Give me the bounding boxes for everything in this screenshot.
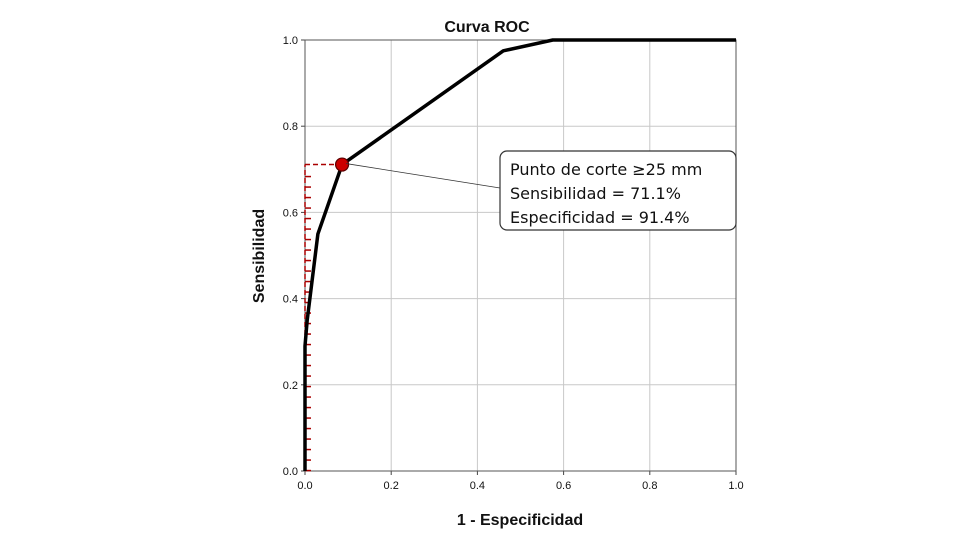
x-tick-label: 0.4 <box>470 480 485 492</box>
y-tick-label: 1.0 <box>283 35 298 47</box>
x-tick-label: 0.0 <box>297 480 312 492</box>
plot-axes <box>301 39 737 475</box>
cutoff-annotation: Punto de corte ≥25 mm Sensibilidad = 71.1… <box>346 150 737 231</box>
roc-line <box>303 38 736 471</box>
x-tick-label: 0.8 <box>642 480 657 492</box>
y-tick-label: 0.6 <box>283 207 298 219</box>
tick-labels: 0.0 0.2 0.4 0.6 0.8 1.0 0.0 0.2 0.4 0.6 0.8 1.0 <box>283 35 744 492</box>
x-tick-label: 1.0 <box>728 480 743 492</box>
plot-frame <box>304 39 737 472</box>
chart-title: Curva ROC <box>444 19 530 36</box>
cutoff-point <box>334 157 350 172</box>
plot-grid <box>305 39 737 471</box>
cutoff-guides <box>304 163 343 472</box>
leader-line <box>346 163 501 189</box>
annotation-box <box>499 150 737 231</box>
x-axis-label: 1 - Especificidad <box>457 512 583 529</box>
y-tick-label: 0.4 <box>283 294 298 306</box>
roc-curve <box>303 38 736 471</box>
x-tick-label: 0.6 <box>556 480 571 492</box>
annotation-line: Sensibilidad = 71.1% <box>510 184 681 203</box>
annotation-line: Especificidad = 91.4% <box>510 208 690 227</box>
y-tick-label: 0.2 <box>283 380 298 392</box>
y-tick-label: 0.8 <box>283 121 298 133</box>
y-tick-label: 0.0 <box>283 466 298 478</box>
annotation-line: Punto de corte ≥25 mm <box>510 160 702 179</box>
x-tick-label: 0.2 <box>384 480 399 492</box>
y-axis-label: Sensibilidad <box>251 209 268 303</box>
